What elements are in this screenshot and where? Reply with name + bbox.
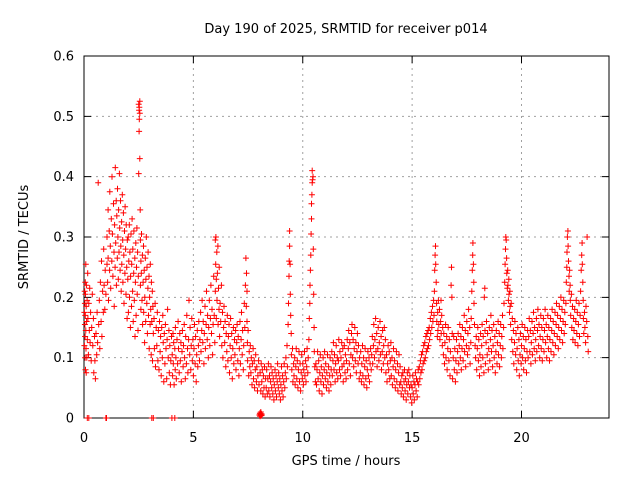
- chart-title: Day 190 of 2025, SRMTID for receiver p01…: [204, 22, 487, 37]
- y-axis-label: SRMTID / TECUs: [17, 185, 32, 290]
- grid-layer: [84, 56, 609, 418]
- y-tick-label: 0: [66, 412, 74, 427]
- tick-label-layer: 0 5 10 15 20 0 0.1 0.2 0.3 0.4 0.5 0.6: [53, 50, 529, 447]
- x-tick-label: 15: [404, 431, 421, 446]
- gridlines: [84, 56, 609, 418]
- data-points: [81, 98, 592, 421]
- x-axis-label: GPS time / hours: [292, 454, 401, 469]
- plot-border: [83, 55, 610, 419]
- y-tick-label: 0.4: [53, 170, 74, 185]
- y-tick-label: 0.3: [53, 231, 74, 246]
- y-tick-label: 0.2: [53, 291, 74, 306]
- points-layer: [81, 98, 592, 421]
- y-tick-label: 0.5: [53, 110, 74, 125]
- y-tick-label: 0.1: [53, 351, 74, 366]
- y-tick-label: 0.6: [53, 50, 74, 65]
- axes-layer: [83, 55, 610, 419]
- x-tick-label: 5: [189, 431, 197, 446]
- x-tick-label: 20: [513, 431, 530, 446]
- x-tick-label: 10: [294, 431, 311, 446]
- x-tick-label: 0: [80, 431, 88, 446]
